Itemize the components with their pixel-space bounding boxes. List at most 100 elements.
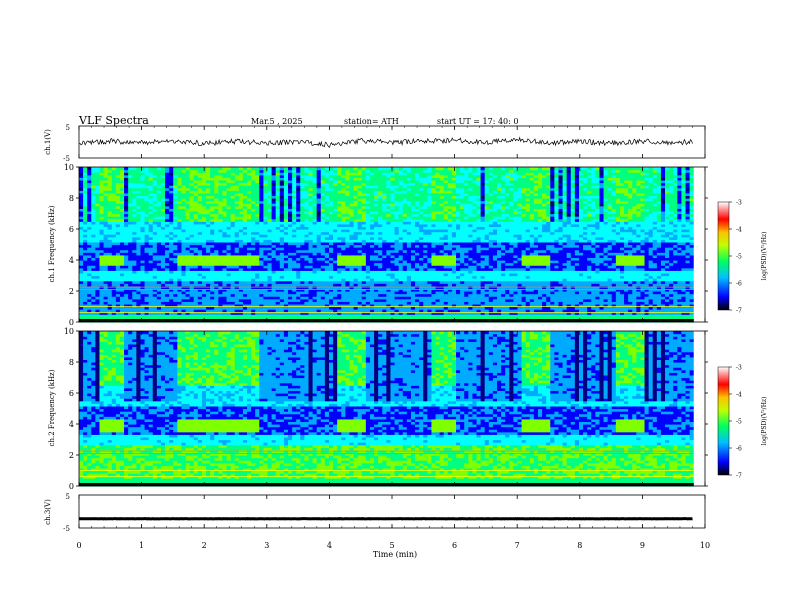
spectrogram-cell — [279, 200, 285, 204]
spectrogram-cell — [201, 288, 207, 292]
spectrogram-cell — [406, 244, 412, 248]
spectrogram-cell — [218, 174, 224, 178]
spectrogram-cell — [140, 179, 146, 184]
spectrogram-cell — [333, 278, 338, 282]
spectrogram-cell — [341, 195, 346, 199]
spectrogram-cell — [201, 192, 207, 197]
spectrogram-cell — [152, 278, 158, 282]
spectrogram-cell — [165, 306, 170, 310]
spectrogram-cell — [230, 275, 236, 279]
spectrogram-cell — [353, 293, 359, 297]
spectrogram-cell — [136, 257, 142, 261]
spectrogram-cell — [410, 283, 416, 287]
spectrogram-cell — [263, 314, 269, 318]
spectrogram-cell — [247, 177, 252, 181]
spectrogram-cell — [275, 192, 281, 197]
spectrogram-cell — [160, 244, 166, 248]
spectrogram-cell — [193, 185, 199, 189]
spectrogram-cell — [111, 296, 117, 300]
spectrogram-cell — [369, 231, 375, 235]
spectrogram-cell — [283, 177, 289, 181]
spectrogram-cell — [197, 231, 203, 235]
spectrogram-cell — [218, 280, 224, 284]
spectrogram-cell — [242, 316, 248, 321]
spectrogram-cell — [226, 254, 232, 259]
spectrogram-cell — [144, 278, 150, 282]
spectrogram-cell — [328, 244, 334, 248]
spectrogram-cell — [320, 192, 326, 197]
spectrogram-cell — [390, 205, 396, 209]
spectrogram-cell — [263, 311, 269, 315]
spectrogram-cell — [189, 177, 195, 181]
spectrogram-cell — [103, 306, 109, 310]
spectrogram-cell — [394, 190, 400, 194]
spectrogram-cell — [308, 247, 314, 251]
spectrogram-cell — [79, 216, 84, 220]
spectrogram-cell — [242, 272, 248, 277]
spectrogram-cell — [263, 257, 269, 261]
spectrogram-cell — [222, 221, 228, 225]
spectrogram-cell — [357, 265, 363, 269]
spectrogram-cell — [128, 167, 133, 171]
spectrogram-cell — [222, 283, 228, 287]
spectrogram-cell — [374, 244, 379, 248]
spectrogram-cell — [242, 205, 248, 209]
spectrogram-cell — [83, 218, 88, 222]
spectrogram-cell — [337, 262, 342, 266]
spectrogram-cell — [369, 221, 375, 225]
spectrogram-cell — [378, 296, 383, 300]
spectrogram-cell — [132, 241, 137, 246]
spectrogram-cell — [119, 179, 125, 184]
spectrogram-cell — [156, 216, 162, 220]
spectrogram-cell — [382, 223, 387, 228]
spectrogram-cell — [275, 244, 281, 248]
spectrogram-cell — [152, 195, 158, 199]
spectrogram-cell — [337, 226, 342, 230]
spectrogram-cell — [267, 213, 273, 217]
spectrogram-cell — [140, 272, 146, 277]
spectrogram-cell — [189, 200, 195, 204]
spectrogram-cell — [177, 283, 183, 287]
spectrogram-cell — [152, 254, 158, 259]
spectrogram-cell — [398, 234, 404, 238]
spectrogram-cell — [333, 190, 338, 194]
spectrogram-cell — [156, 265, 162, 269]
spectrogram-cell — [218, 278, 224, 282]
spectrogram-cell — [312, 179, 318, 184]
spectrogram-cell — [222, 179, 228, 184]
spectrogram-cell — [238, 265, 244, 269]
spectrogram-cell — [271, 311, 277, 315]
spectrogram-cell — [267, 314, 273, 318]
spectrogram-cell — [296, 205, 301, 209]
spectrogram-cell — [386, 244, 392, 248]
spectrogram-cell — [193, 216, 199, 220]
spectrogram-cell — [144, 236, 150, 240]
spectrogram-cell — [136, 293, 142, 297]
spectrogram-cell — [382, 239, 387, 243]
spectrogram-cell — [247, 303, 252, 308]
spectrogram-cell — [259, 167, 265, 171]
spectrogram-cell — [378, 216, 383, 220]
spectrogram-cell — [341, 278, 346, 282]
spectrogram-cell — [124, 179, 129, 184]
spectrogram-cell — [275, 203, 281, 207]
spectrogram-cell — [95, 241, 101, 246]
spectrogram-cell — [251, 303, 256, 308]
spectrogram-cell — [324, 167, 330, 171]
spectrogram-cell — [156, 283, 162, 287]
spectrogram-cell — [107, 311, 113, 315]
spectrogram-cell — [267, 267, 273, 271]
station-label: station= ATH — [344, 117, 399, 126]
spectrogram-cell — [218, 301, 224, 305]
spectrogram-cell — [148, 272, 154, 277]
spectrogram-cell — [415, 192, 420, 197]
spectrogram-cell — [177, 306, 183, 310]
spectrogram-cell — [124, 303, 129, 308]
spectrogram-cell — [95, 236, 101, 240]
spectrogram-cell — [255, 267, 260, 271]
spectrogram-cell — [357, 272, 363, 277]
spectrogram-cell — [324, 288, 330, 292]
spectrogram-cell — [234, 254, 240, 259]
spectrogram-cell — [410, 306, 416, 310]
spectrogram-cell — [333, 200, 338, 204]
